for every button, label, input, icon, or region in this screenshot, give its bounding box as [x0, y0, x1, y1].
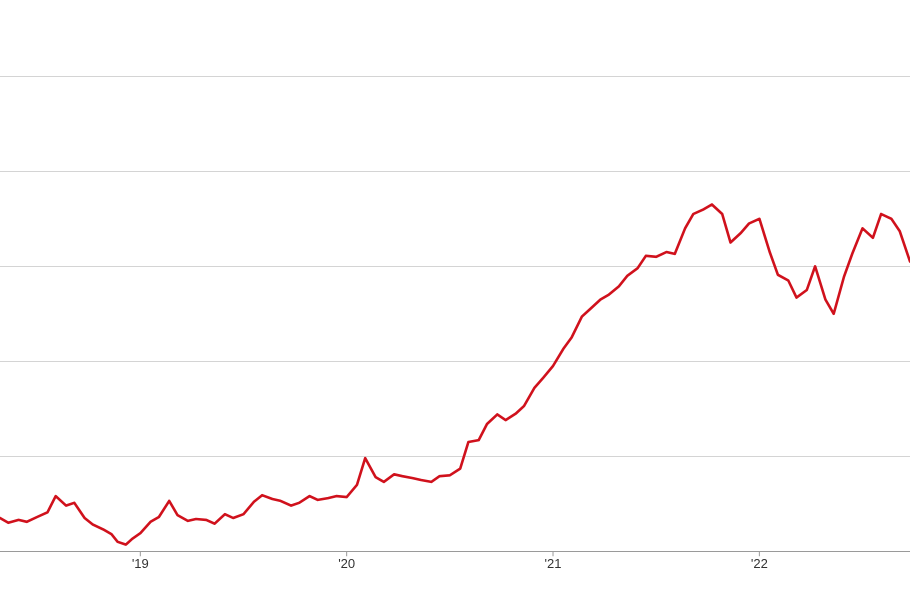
x-tick-label: '19 [132, 556, 149, 571]
x-axis-ticks: '19 '20 '21 '22 [132, 551, 768, 571]
x-tick-label: '22 [751, 556, 768, 571]
series-line [0, 203, 910, 546]
x-tick-label: '21 [545, 556, 562, 571]
series-group [0, 203, 910, 546]
x-tick-label: '20 [338, 556, 355, 571]
gridlines [0, 76, 910, 552]
